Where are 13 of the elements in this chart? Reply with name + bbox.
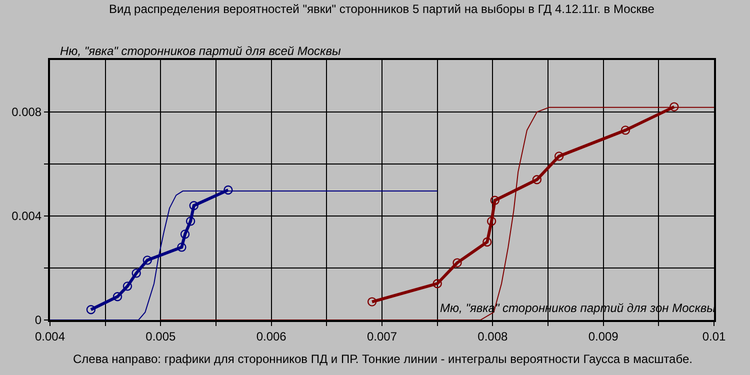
- y-tick-label: 0.004: [12, 209, 42, 224]
- x-tick-label: 0.01: [702, 329, 726, 344]
- text: Слева направо: графики для сторонников ПД и ПР. Тонкие линии - интегралы вероятности Гаусса в масштабе.: [73, 352, 692, 366]
- x-tick-label: 0.006: [256, 329, 287, 344]
- y-tick-label: 0: [34, 313, 42, 328]
- x-tick-label: 0.005: [146, 329, 176, 344]
- x-tick-label: 0.009: [588, 329, 619, 344]
- y-axis-title: Ню, "явка" сторонников партий для всей Москвы: [60, 44, 341, 58]
- x-tick-label: 0.007: [366, 329, 398, 344]
- x-tick-label: 0.004: [34, 329, 66, 344]
- chart-title: Вид распределения вероятностей "явки" сторонников 5 партий на выборы в ГД 4.12.11г. в Москве: [109, 2, 655, 16]
- x-tick-label: 0.008: [478, 329, 508, 344]
- y-tick-label: 0.008: [12, 105, 42, 120]
